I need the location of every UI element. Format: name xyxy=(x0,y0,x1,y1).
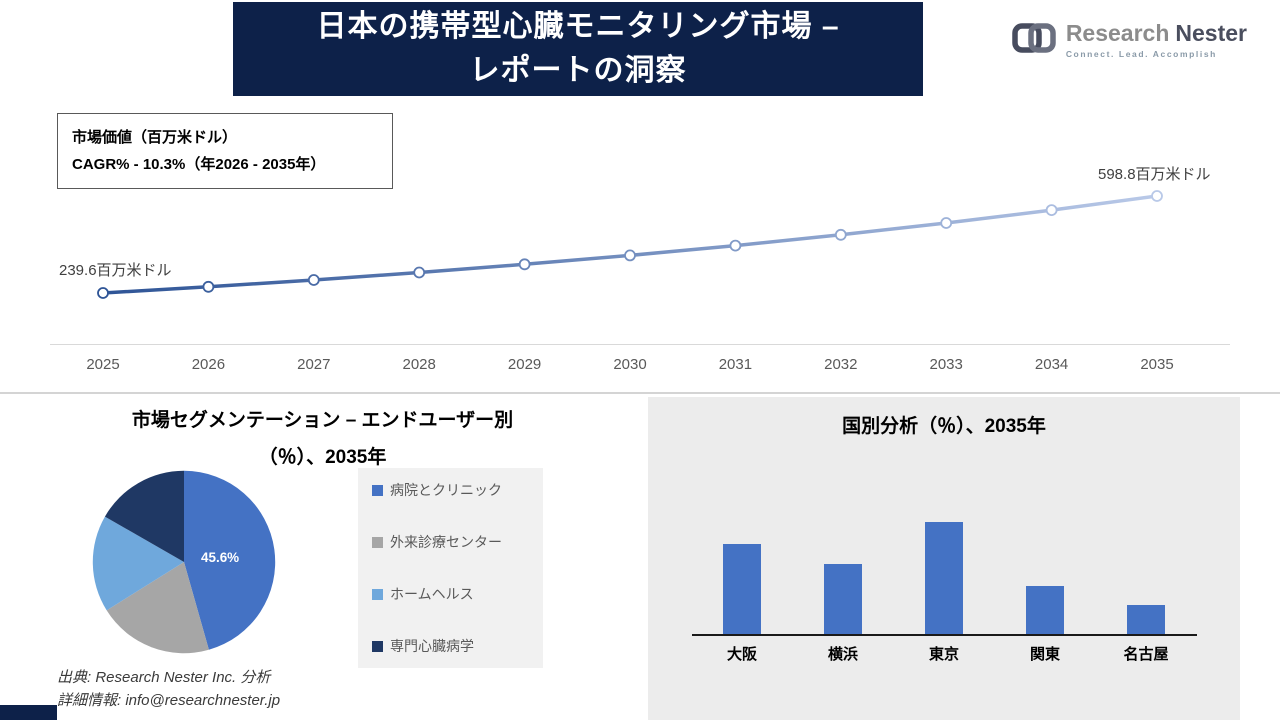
x-axis-label: 2035 xyxy=(1140,356,1174,373)
legend-swatch xyxy=(372,484,383,496)
legend-label: ホームヘルス xyxy=(390,586,474,602)
pie-legend: 病院とクリニック 外来診療センター ホームヘルス 専門心臓病学 xyxy=(358,468,543,668)
x-axis-label: 2026 xyxy=(191,356,226,373)
line-data-point xyxy=(940,217,953,229)
x-axis-label: 2027 xyxy=(297,356,331,373)
market-value-label: 市場価値（百万米ドル） xyxy=(72,129,238,146)
pie-value-label: 45.6% xyxy=(201,550,239,565)
logo-tagline: Connect. Lead. Accomplish xyxy=(1065,49,1217,59)
logo-text: Research Nester Connect. Lead. Accomplish xyxy=(1066,20,1247,59)
line-data-point xyxy=(834,228,847,241)
bar-category-label: 東京 xyxy=(928,646,959,663)
line-series xyxy=(102,194,1158,295)
bar-category-label: 横浜 xyxy=(827,646,858,663)
bar-名古屋 xyxy=(1127,605,1165,634)
section-divider xyxy=(0,392,1280,394)
line-data-point xyxy=(307,274,320,286)
x-axis-label: 2025 xyxy=(86,356,120,373)
legend-label: 病院とクリニック xyxy=(390,482,502,498)
line-data-point xyxy=(413,266,426,279)
x-axis-label: 2028 xyxy=(402,356,436,373)
logo-text-research: Research xyxy=(1065,20,1170,46)
x-axis-label: 2031 xyxy=(718,356,753,373)
legend-item: ホームヘルス xyxy=(372,584,529,604)
bars-area xyxy=(691,484,1197,636)
line-data-point xyxy=(729,239,742,252)
banner: 日本の携帯型心臓モニタリング市場 – レポートの洞察 xyxy=(233,2,923,96)
x-axis-line xyxy=(50,344,1230,345)
bar-東京 xyxy=(925,522,963,634)
legend-swatch xyxy=(372,640,383,652)
line-data-point xyxy=(518,258,531,271)
pie-title-line2: （％）、2035年 xyxy=(258,447,387,468)
line-chart xyxy=(97,190,1163,299)
source-line: 出典: Research Nester Inc. 分析 xyxy=(57,669,271,686)
research-nester-logo: Research Nester Connect. Lead. Accomplish xyxy=(1011,20,1247,61)
x-axis-label: 2034 xyxy=(1034,356,1069,373)
contact-line: 詳細情報: info@researchnester.jp xyxy=(57,692,281,709)
logo-text-nester: Nester xyxy=(1175,20,1247,46)
cagr-label: CAGR% - 10.3%（年2026 - 2035年） xyxy=(72,156,326,173)
bar-category-label: 名古屋 xyxy=(1123,646,1169,663)
banner-title-line1: 日本の携帯型心臓モニタリング市場 – xyxy=(316,10,840,43)
line-first-value-label: 239.6百万米ドル xyxy=(59,262,172,279)
legend-label: 外来診療センター xyxy=(390,534,502,550)
bar-category-labels: 大阪 横浜 東京 関東 名古屋 xyxy=(692,643,1197,664)
pie-chart-title: 市場セグメンテーション – エンドユーザー別 （％）、2035年 xyxy=(0,402,645,476)
line-last-value-label: 598.8百万米ドル xyxy=(1098,166,1211,183)
line-data-point xyxy=(97,287,109,299)
x-axis-labels: 2025 2026 2027 2028 2029 2030 2031 2032 2033 2034… xyxy=(0,356,1280,378)
bar-category-label: 関東 xyxy=(1029,646,1060,663)
x-axis-label: 2033 xyxy=(929,356,963,373)
pie-slice-1 xyxy=(106,562,209,654)
legend-swatch xyxy=(372,588,383,600)
bar-chart: 大阪 横浜 東京 関東 名古屋 xyxy=(691,484,1197,664)
source-note: 出典: Research Nester Inc. 分析 詳細情報: info@r… xyxy=(57,666,280,712)
x-axis-label: 2032 xyxy=(824,356,858,373)
x-axis-label: 2030 xyxy=(613,356,647,373)
corner-accent-block xyxy=(0,705,57,720)
legend-item: 外来診療センター xyxy=(372,532,529,552)
legend-item: 専門心臓病学 xyxy=(372,636,529,656)
x-axis-label: 2029 xyxy=(507,356,542,373)
pie-slice-0 xyxy=(184,470,276,650)
line-data-point xyxy=(1151,190,1163,202)
bar-関東 xyxy=(1026,586,1064,634)
line-data-point xyxy=(624,249,636,262)
legend-label: 専門心臓病学 xyxy=(390,638,474,654)
bar-横浜 xyxy=(824,563,862,634)
bar-chart-title: 国別分析（％）、2035年 xyxy=(842,416,1046,437)
line-data-point xyxy=(202,280,215,293)
pie-slice-3 xyxy=(104,470,184,562)
legend-swatch xyxy=(372,536,383,548)
logo-name: Research Nester xyxy=(1066,20,1247,46)
bar-大阪 xyxy=(723,544,761,634)
pie-title-line1: 市場セグメンテーション – エンドユーザー別 xyxy=(131,410,514,431)
pie-chart: 45.6% xyxy=(92,470,276,654)
pie-slice-2 xyxy=(92,516,184,611)
chain-link-icon xyxy=(1011,20,1057,61)
bar-category-label: 大阪 xyxy=(726,646,757,663)
market-value-box: 市場価値（百万米ドル） CAGR% - 10.3%（年2026 - 2035年） xyxy=(57,113,393,189)
country-analysis-panel: 国別分析（％）、2035年 大阪 横浜 東京 関東 名古屋 xyxy=(648,397,1240,720)
line-data-point xyxy=(1045,204,1058,216)
legend-item: 病院とクリニック xyxy=(372,480,529,500)
banner-title-line2: レポートの洞察 xyxy=(469,54,687,87)
